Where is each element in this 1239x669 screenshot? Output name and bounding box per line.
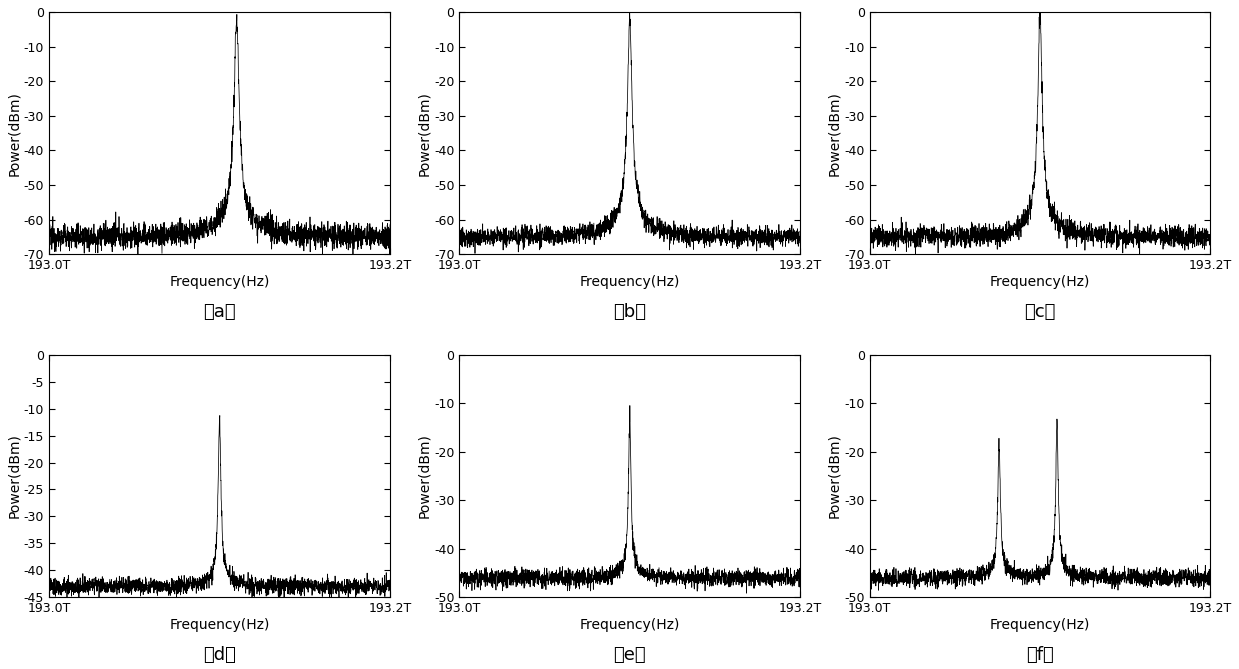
X-axis label: Frequency(Hz): Frequency(Hz) [170,275,270,289]
Text: （e）: （e） [613,646,646,664]
X-axis label: Frequency(Hz): Frequency(Hz) [990,618,1090,632]
Y-axis label: Power(dBm): Power(dBm) [418,434,431,518]
Y-axis label: Power(dBm): Power(dBm) [828,434,841,518]
Text: （f）: （f） [1026,646,1054,664]
Text: （b）: （b） [613,303,647,321]
Y-axis label: Power(dBm): Power(dBm) [7,434,21,518]
X-axis label: Frequency(Hz): Frequency(Hz) [990,275,1090,289]
Y-axis label: Power(dBm): Power(dBm) [828,91,841,175]
Text: （d）: （d） [203,646,235,664]
Text: （a）: （a） [203,303,235,321]
Text: （c）: （c） [1025,303,1056,321]
X-axis label: Frequency(Hz): Frequency(Hz) [170,618,270,632]
X-axis label: Frequency(Hz): Frequency(Hz) [580,618,680,632]
Y-axis label: Power(dBm): Power(dBm) [418,91,431,175]
Y-axis label: Power(dBm): Power(dBm) [7,91,21,175]
X-axis label: Frequency(Hz): Frequency(Hz) [580,275,680,289]
